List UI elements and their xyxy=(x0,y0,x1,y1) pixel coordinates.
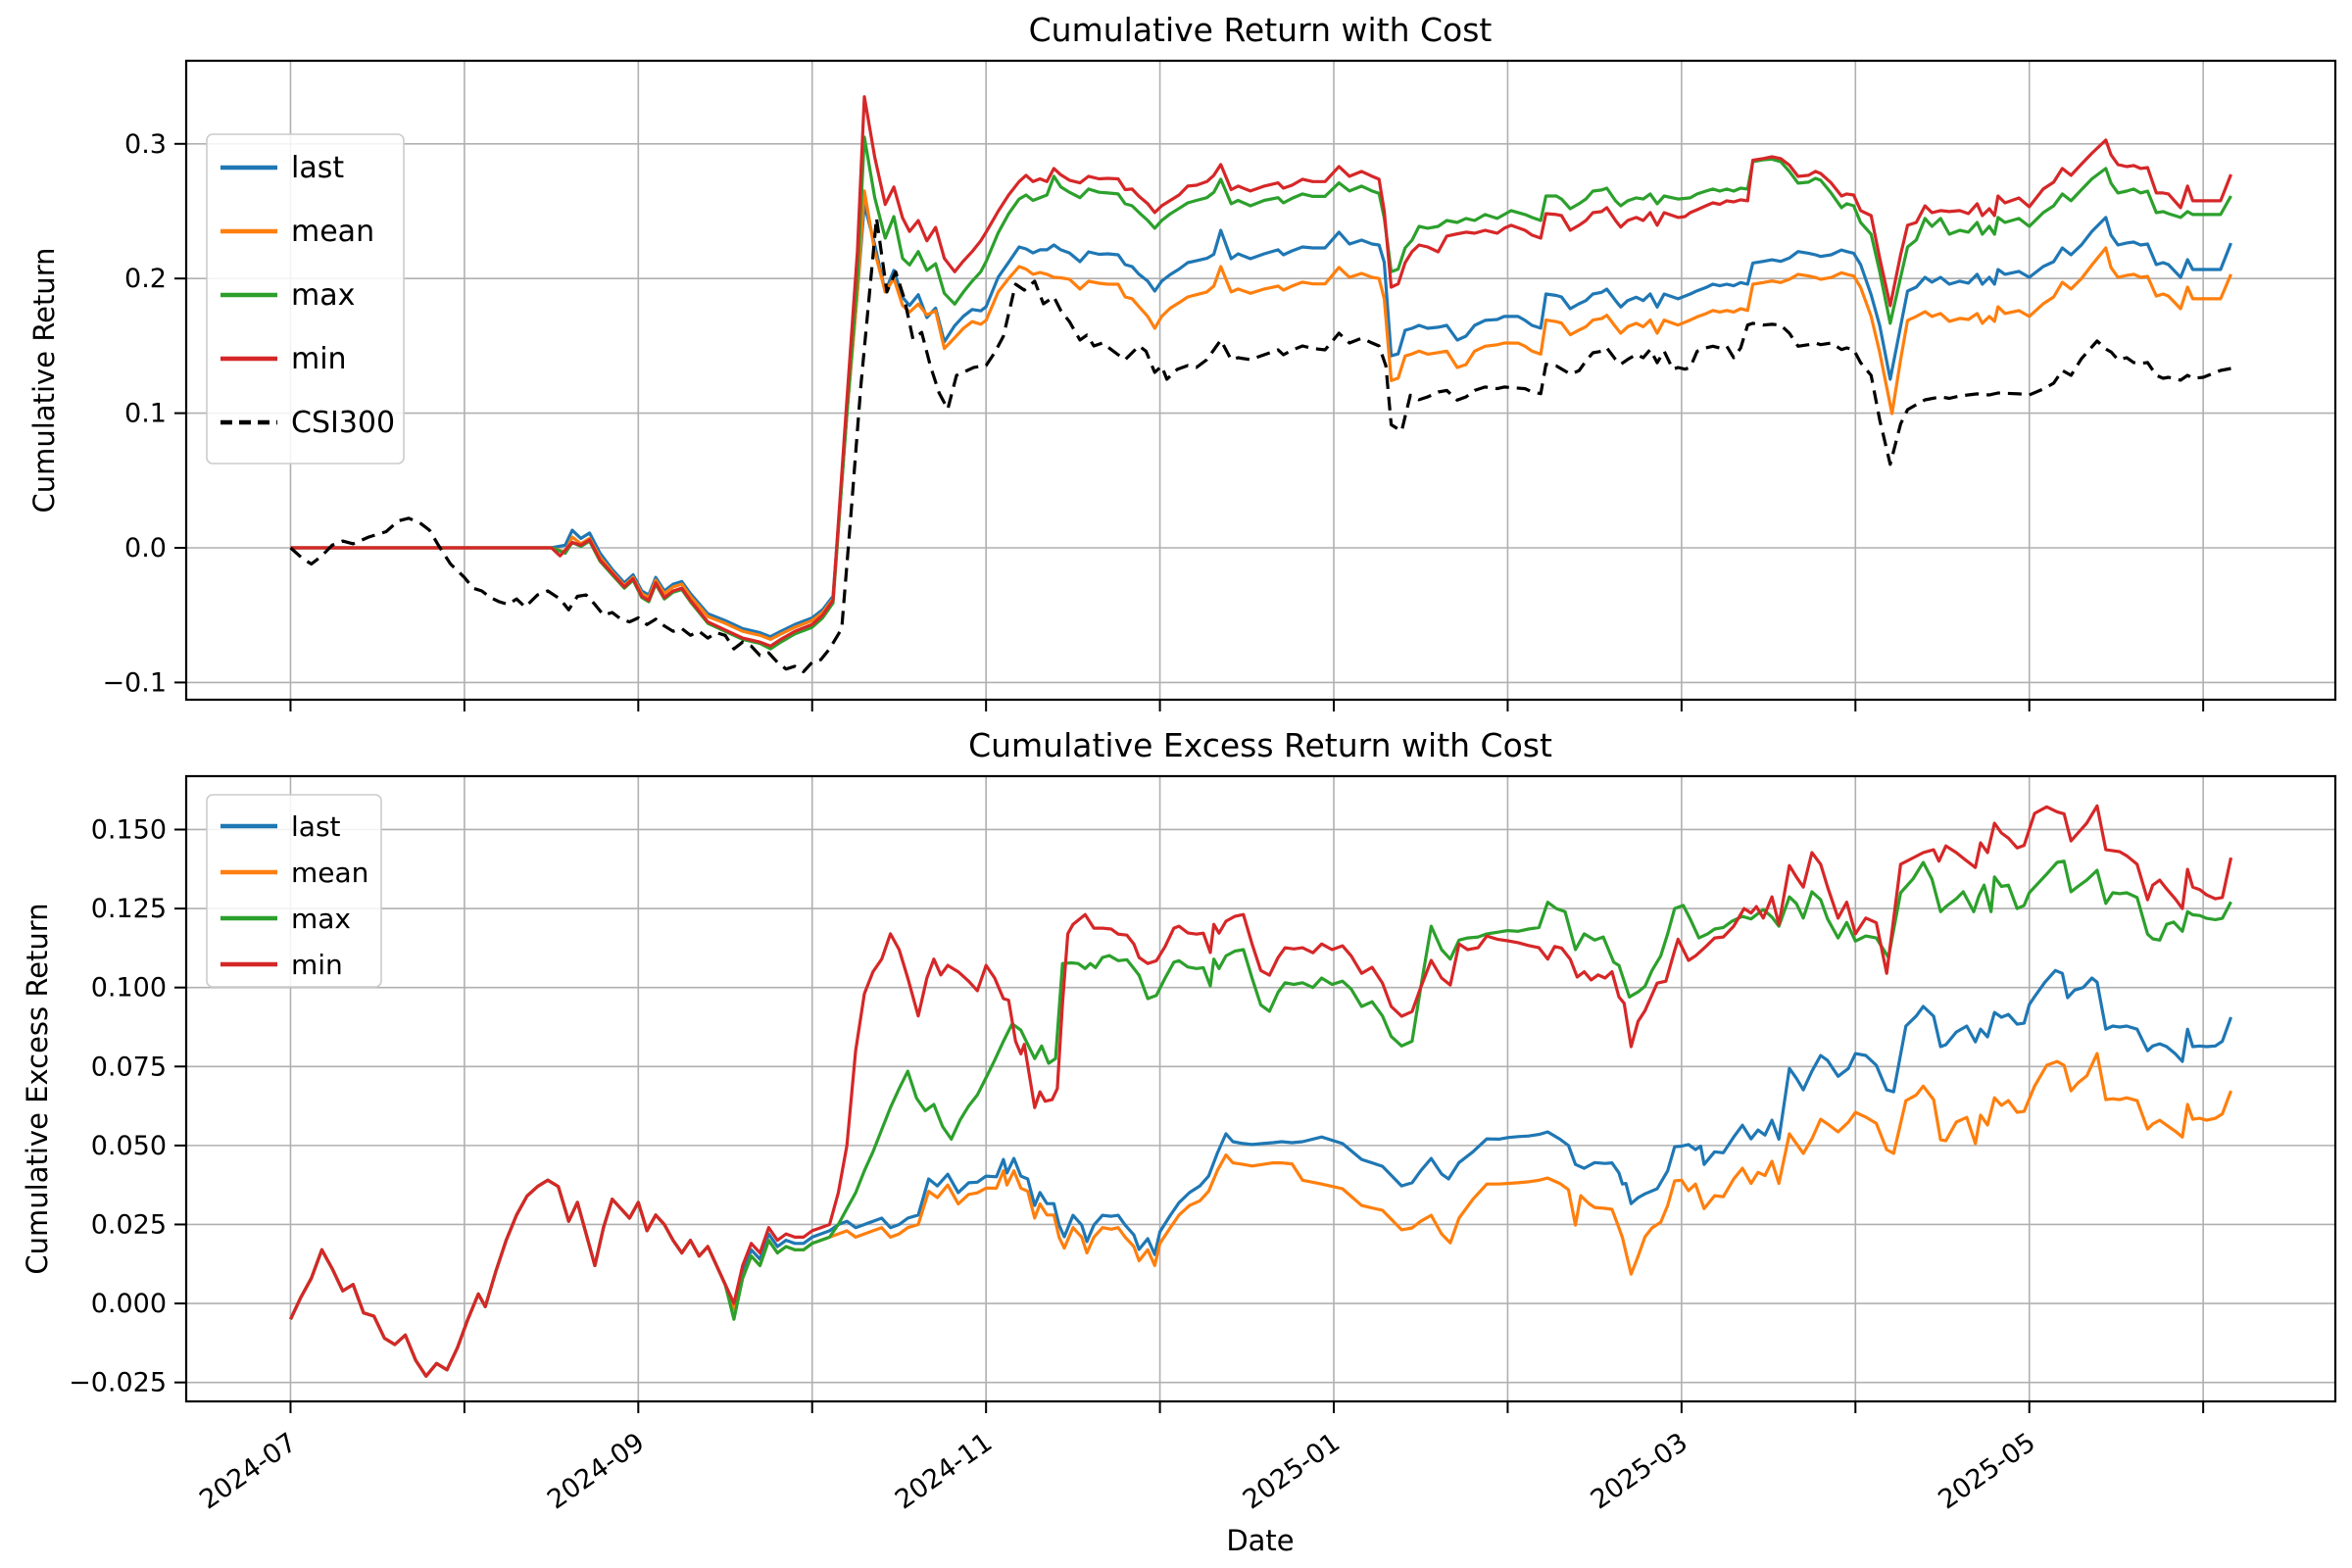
legend-entry-max: max xyxy=(220,278,355,313)
legend-entry-last: last xyxy=(220,810,341,843)
legend-box xyxy=(206,794,382,988)
series-line-min xyxy=(289,804,2233,1378)
series-line-min xyxy=(290,95,2232,648)
legend-label: min xyxy=(291,949,343,981)
legend-label: CSI300 xyxy=(291,406,395,440)
chart-title: Cumulative Excess Return with Cost xyxy=(968,726,1552,764)
legend-box xyxy=(206,133,405,465)
legend-label: min xyxy=(291,342,347,376)
legend-label: mean xyxy=(291,215,374,249)
legend: last mean max min xyxy=(206,794,382,988)
y-tick-label: 0.075 xyxy=(91,1052,167,1082)
legend-entry-CSI300: CSI300 xyxy=(220,406,395,440)
legend-entry-last: last xyxy=(220,151,344,185)
legend-entry-max: max xyxy=(220,903,351,935)
legend-label: max xyxy=(291,903,351,935)
legend-label: max xyxy=(291,278,355,313)
legend-label: last xyxy=(291,151,344,185)
y-tick-label: 0.0 xyxy=(124,533,167,564)
y-tick-label: 0.100 xyxy=(91,973,167,1004)
y-tick-label: −0.1 xyxy=(102,667,167,698)
y-tick-label: 0.1 xyxy=(124,399,167,429)
legend-label: last xyxy=(291,810,341,843)
y-tick-label: 0.000 xyxy=(91,1289,167,1319)
y-tick-label: 0.2 xyxy=(124,264,167,294)
y-axis-label: Cumulative Return xyxy=(27,248,61,514)
legend-entry-min: min xyxy=(220,949,343,981)
y-tick-label: 0.025 xyxy=(91,1209,167,1240)
legend-entry-min: min xyxy=(220,342,347,376)
series-line-CSI300 xyxy=(289,216,2231,674)
legend: last mean max min CSI300 xyxy=(206,133,405,465)
legend-label: mean xyxy=(291,857,368,889)
y-tick-label: 0.050 xyxy=(91,1131,167,1161)
x-axis-label: Date xyxy=(1226,1524,1294,1557)
y-tick-label: 0.3 xyxy=(124,129,167,160)
y-tick-label: 0.150 xyxy=(91,814,167,845)
series-line-max xyxy=(290,135,2232,651)
y-tick-label: 0.125 xyxy=(91,894,167,924)
legend-entry-mean: mean xyxy=(220,215,374,249)
chart-title: Cumulative Return with Cost xyxy=(1029,11,1493,49)
y-axis-label: Cumulative Excess Return xyxy=(21,903,54,1274)
axes-frame xyxy=(184,59,2337,702)
legend-entry-mean: mean xyxy=(220,857,368,889)
y-tick-label: −0.025 xyxy=(69,1368,167,1398)
axes-frame xyxy=(184,774,2337,1403)
subplot-cumulative-return: −0.1 0.0 0.1 0.2 0.3 Cumulative Return with C… xyxy=(27,11,2337,711)
